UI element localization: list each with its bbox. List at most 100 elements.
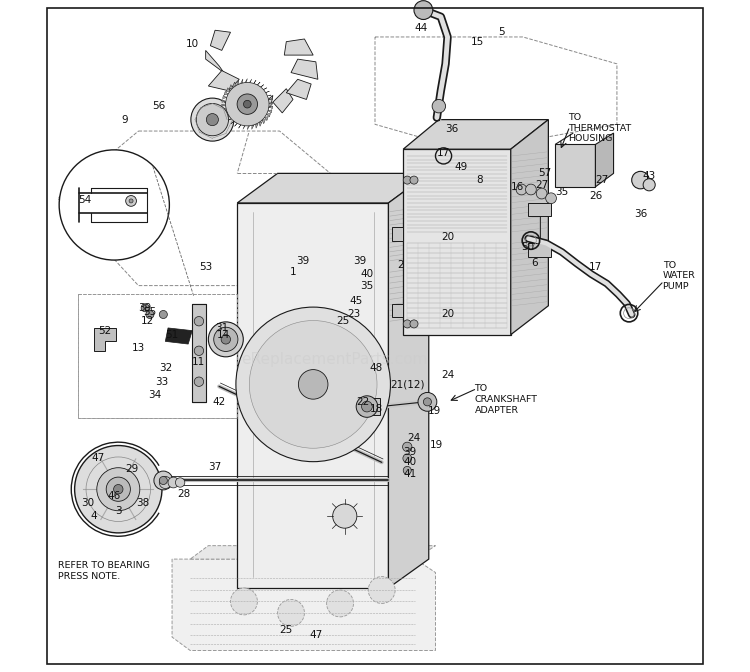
Text: 1: 1	[290, 267, 296, 277]
Circle shape	[168, 477, 178, 488]
Text: 35: 35	[360, 281, 374, 290]
Polygon shape	[224, 112, 227, 114]
Circle shape	[404, 466, 411, 474]
Circle shape	[176, 478, 184, 487]
Polygon shape	[222, 99, 226, 102]
Text: 44: 44	[414, 24, 428, 33]
Text: 31: 31	[215, 323, 229, 333]
Circle shape	[249, 321, 377, 448]
Polygon shape	[265, 117, 268, 120]
Text: 33: 33	[154, 377, 168, 386]
Text: 23: 23	[346, 310, 360, 319]
Polygon shape	[206, 50, 224, 73]
Text: 40: 40	[404, 458, 416, 467]
Circle shape	[194, 377, 204, 386]
Text: 24: 24	[441, 370, 454, 380]
Text: 48: 48	[370, 364, 383, 373]
Circle shape	[237, 94, 257, 114]
Circle shape	[194, 317, 204, 326]
Text: 5: 5	[498, 28, 505, 37]
Circle shape	[404, 176, 411, 184]
Circle shape	[298, 370, 328, 399]
Circle shape	[333, 504, 357, 528]
Circle shape	[403, 442, 412, 452]
Polygon shape	[222, 109, 226, 110]
Text: 13: 13	[132, 343, 145, 353]
Polygon shape	[243, 126, 245, 129]
Circle shape	[424, 398, 431, 406]
Polygon shape	[235, 124, 237, 126]
Text: 17: 17	[589, 263, 602, 272]
Text: 34: 34	[148, 390, 161, 400]
Circle shape	[159, 310, 167, 319]
Polygon shape	[236, 80, 239, 85]
Polygon shape	[404, 149, 511, 335]
Circle shape	[59, 150, 170, 260]
Circle shape	[159, 476, 172, 489]
Text: 57: 57	[538, 169, 551, 178]
Text: 47: 47	[309, 630, 322, 640]
Text: 14: 14	[217, 330, 230, 339]
Polygon shape	[172, 559, 436, 650]
Text: 32: 32	[159, 364, 172, 373]
Text: 36: 36	[634, 209, 647, 218]
Text: 25: 25	[280, 626, 293, 635]
Polygon shape	[209, 71, 239, 91]
Circle shape	[159, 476, 167, 485]
Circle shape	[632, 171, 650, 189]
Text: 40: 40	[360, 269, 374, 279]
Text: TO
CRANKSHAFT
ADAPTER: TO CRANKSHAFT ADAPTER	[475, 384, 538, 415]
Text: 39: 39	[296, 256, 309, 265]
Polygon shape	[262, 120, 266, 124]
Polygon shape	[388, 173, 429, 588]
Text: 39: 39	[139, 303, 152, 312]
Text: 30: 30	[81, 498, 94, 507]
Circle shape	[244, 100, 251, 108]
Polygon shape	[223, 95, 226, 99]
Text: 25: 25	[336, 317, 350, 326]
Circle shape	[410, 320, 418, 328]
Text: 47: 47	[92, 454, 105, 463]
Circle shape	[403, 454, 412, 463]
Polygon shape	[555, 133, 573, 144]
Polygon shape	[266, 114, 271, 117]
Polygon shape	[392, 304, 404, 317]
Circle shape	[214, 327, 238, 351]
Text: 27: 27	[535, 180, 548, 190]
Circle shape	[432, 99, 445, 113]
Circle shape	[113, 485, 123, 494]
Text: 49: 49	[454, 162, 468, 171]
Polygon shape	[404, 120, 548, 149]
Circle shape	[126, 196, 136, 206]
Circle shape	[516, 184, 526, 195]
Polygon shape	[226, 93, 253, 109]
Text: 41: 41	[404, 469, 416, 478]
Polygon shape	[266, 91, 269, 93]
Text: 20: 20	[441, 232, 454, 241]
Text: 54: 54	[78, 196, 92, 205]
Text: 6: 6	[532, 259, 538, 268]
Polygon shape	[268, 106, 273, 109]
Text: 27: 27	[596, 175, 609, 185]
Polygon shape	[257, 82, 260, 85]
Polygon shape	[226, 88, 230, 91]
Text: 50: 50	[522, 243, 535, 252]
Polygon shape	[237, 173, 429, 203]
Text: 45: 45	[350, 296, 363, 306]
Polygon shape	[238, 125, 241, 128]
Text: eReplacementParts.com: eReplacementParts.com	[242, 352, 427, 367]
Text: 51: 51	[166, 330, 178, 339]
Polygon shape	[263, 88, 267, 89]
Polygon shape	[210, 30, 230, 50]
Circle shape	[190, 98, 234, 141]
Polygon shape	[94, 328, 116, 351]
Polygon shape	[555, 144, 596, 187]
Polygon shape	[192, 304, 206, 402]
Text: 28: 28	[177, 489, 190, 499]
Text: 46: 46	[108, 491, 121, 501]
Polygon shape	[248, 126, 250, 130]
Text: 22: 22	[356, 397, 370, 407]
Circle shape	[226, 83, 269, 126]
Text: TO
THERMOSTAT
HOUSING: TO THERMOSTAT HOUSING	[568, 113, 632, 143]
Text: 18: 18	[370, 404, 383, 413]
